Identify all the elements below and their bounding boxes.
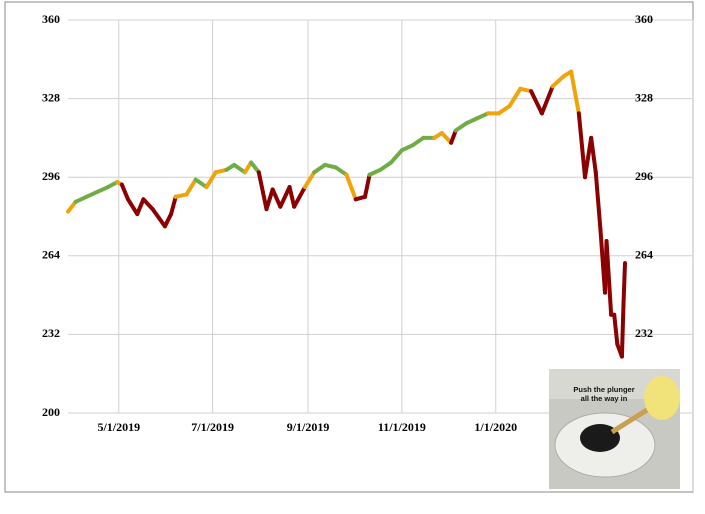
line-segment [496,103,512,116]
y2-tick-label: 232 [635,326,653,340]
line-segment [576,111,587,180]
line-segment [135,197,146,217]
line-segment [378,160,394,172]
line-segment [453,121,469,133]
y-tick-label: 296 [42,169,60,183]
line-segment [278,185,292,209]
line-segment [389,148,404,165]
line-segment [270,187,283,209]
line-segment [162,212,174,229]
x-tick-label: 11/1/2019 [378,420,426,434]
line-segment [264,187,275,212]
y2-tick-label: 264 [635,248,653,262]
line-segment [569,69,581,116]
line-segment [612,312,620,347]
line-segment [193,177,209,190]
line-segment [344,172,358,202]
y2-tick-label: 360 [635,12,653,26]
line-segment [119,182,131,202]
x-tick-label: 9/1/2019 [287,420,330,434]
line-segment [621,261,627,307]
line-segment [150,207,167,229]
line-segment [312,162,327,175]
x-tick-label: 1/1/2020 [474,420,517,434]
line-segment [204,170,218,190]
line-segment [184,177,198,197]
line-segment [66,199,78,214]
y-tick-label: 264 [42,248,60,262]
inset-image: Push the plunger all the way in [549,369,680,489]
line-segment [449,128,458,145]
annotation: all the way in [581,394,628,403]
line-segment [333,165,349,177]
annotation: Push the plunger [573,385,634,394]
line-segment [539,84,555,116]
line-segment [169,194,178,217]
line-segment [529,89,544,116]
line-segment [256,170,269,212]
x-tick-label: 5/1/2019 [97,420,140,434]
line-segment [439,130,454,145]
y2-tick-label: 296 [635,169,653,183]
y-tick-label: 232 [42,326,60,340]
line-segment [287,185,297,209]
line-segment [593,170,603,231]
y-tick-label: 200 [42,405,60,419]
line-segment [550,74,566,89]
image-handle [610,405,652,435]
line-segment [126,197,140,217]
line-segment [604,239,614,317]
line-segment [507,86,523,108]
line-segment [232,162,247,175]
y-tick-label: 360 [42,12,60,26]
line-segment [619,302,626,359]
line-segment [410,135,426,148]
image-plunger [580,424,620,452]
line-segment [302,170,317,190]
x-tick-label: 7/1/2019 [191,420,234,434]
line-segment [362,172,372,199]
line-segment [292,185,307,209]
line-segment [589,135,598,175]
image-glove [644,376,680,420]
line-segment [249,160,261,175]
line-segment [141,197,155,212]
y2-tick-label: 328 [635,90,653,104]
y-tick-label: 328 [42,90,60,104]
